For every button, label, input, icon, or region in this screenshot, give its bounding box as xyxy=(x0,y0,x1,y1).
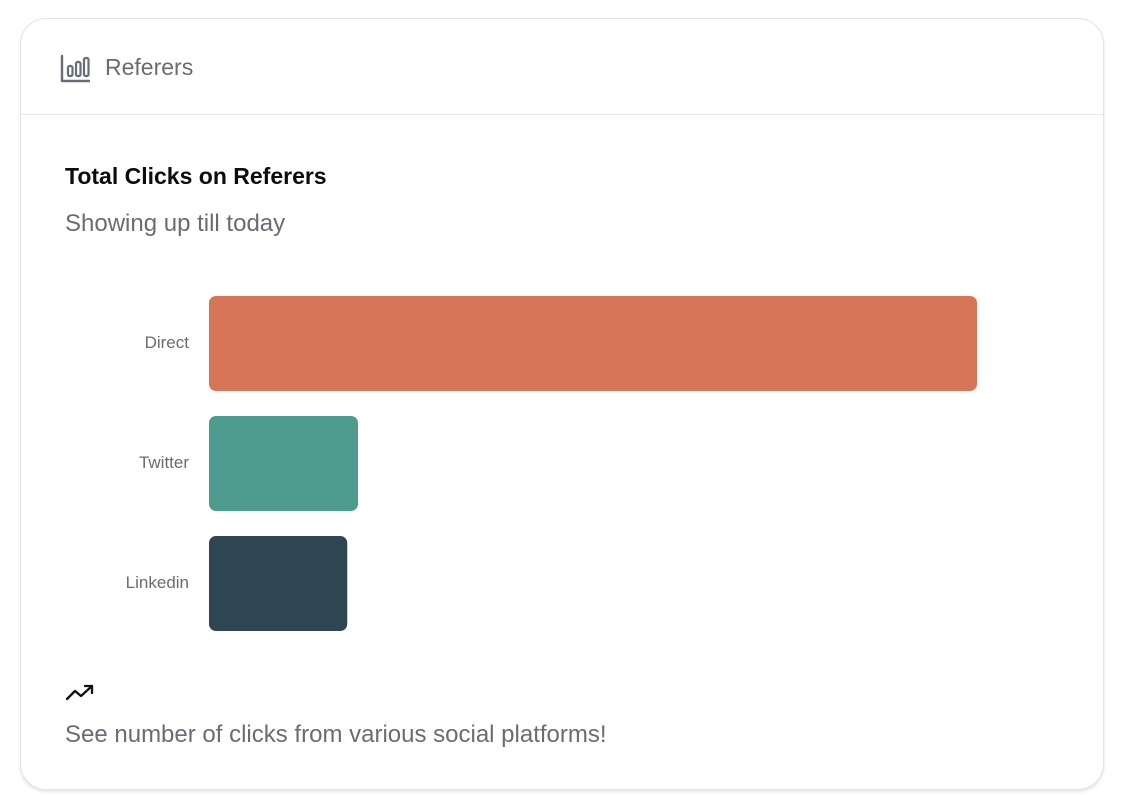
category-label-linkedin: Linkedin xyxy=(126,573,189,592)
card-header: Referers xyxy=(21,19,1103,115)
bar-linkedin[interactable] xyxy=(209,536,348,631)
bar-twitter[interactable] xyxy=(209,416,358,511)
chart-title: Total Clicks on Referers xyxy=(65,163,327,189)
bar-direct[interactable] xyxy=(209,296,977,391)
card-title: Referers xyxy=(105,54,194,80)
referers-bar-chart: Direct Twitter Linkedin xyxy=(126,296,977,631)
chart-subtitle: Showing up till today xyxy=(65,210,286,237)
trending-up-icon xyxy=(65,684,94,701)
footer-caption: See number of clicks from various social… xyxy=(65,721,607,748)
category-label-twitter: Twitter xyxy=(139,453,189,472)
category-label-direct: Direct xyxy=(145,333,190,352)
bar-chart-icon xyxy=(60,54,90,83)
referers-card: Referers Total Clicks on Referers Showin… xyxy=(20,18,1104,790)
